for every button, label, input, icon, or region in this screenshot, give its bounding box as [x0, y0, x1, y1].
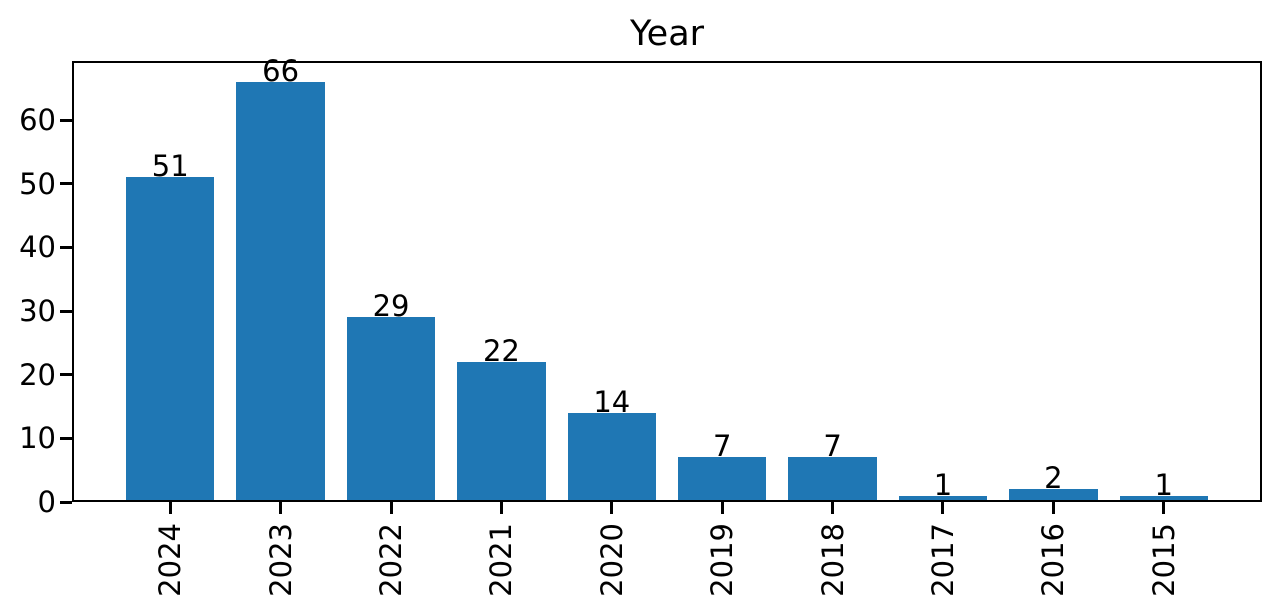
left-spine [72, 61, 74, 502]
chart-title: Year [629, 14, 705, 54]
bar-2024 [126, 177, 215, 502]
x-axis-tick [168, 502, 172, 514]
x-axis-tick [941, 502, 945, 514]
x-tick-label: 2022 [374, 523, 409, 597]
y-tick-label: 30 [19, 294, 56, 329]
bar-2020 [567, 412, 656, 502]
bar-2015 [1119, 495, 1208, 502]
x-tick-label: 2018 [815, 523, 850, 597]
bar-value-label: 66 [262, 54, 300, 88]
y-axis-tick [60, 182, 72, 186]
bar-2021 [457, 362, 546, 502]
y-tick-label: 0 [37, 485, 56, 519]
bar-2023 [236, 82, 325, 502]
bar-value-label: 1 [1154, 467, 1173, 502]
x-axis-tick [279, 502, 283, 514]
x-tick-label: 2019 [705, 523, 740, 597]
y-tick-label: 40 [19, 230, 56, 265]
y-tick-label: 50 [19, 166, 56, 201]
x-tick-label: 2021 [484, 523, 519, 597]
bar-value-label: 22 [482, 334, 520, 368]
plot-area: 51 2024 66 2023 29 2022 22 2021 14 2020 7 2019 7 2018… [19, 54, 1262, 597]
x-axis-tick [610, 502, 614, 514]
y-axis-tick [60, 245, 72, 249]
right-spine [1260, 61, 1262, 502]
y-axis-tick [60, 309, 72, 313]
y-axis-tick [60, 118, 72, 122]
x-axis-tick [831, 502, 835, 514]
bar-value-label: 1 [933, 467, 953, 502]
x-axis-tick [1162, 502, 1166, 514]
bar-value-label: 29 [372, 289, 410, 324]
y-axis-tick [60, 436, 72, 440]
bar-value-label: 51 [151, 149, 189, 184]
x-axis-tick [499, 502, 503, 514]
y-axis-tick [60, 373, 72, 377]
x-tick-label: 2016 [1036, 523, 1071, 597]
bar-2019 [678, 457, 767, 502]
x-tick-label: 2024 [153, 523, 188, 597]
y-tick-label: 10 [19, 421, 56, 456]
x-tick-label: 2017 [925, 523, 960, 597]
y-tick-label: 60 [19, 103, 56, 138]
y-axis-tick [60, 500, 72, 504]
top-spine [72, 61, 1262, 63]
x-tick-label: 2020 [594, 523, 629, 597]
bar-value-label: 7 [823, 429, 842, 464]
bar-value-label: 14 [593, 384, 631, 419]
x-tick-label: 2023 [263, 523, 298, 597]
bar-value-label: 2 [1044, 461, 1063, 496]
bar-2016 [1009, 489, 1098, 502]
x-tick-label: 2015 [1146, 523, 1181, 597]
bar-2018 [788, 457, 877, 502]
bar-2017 [898, 495, 988, 502]
x-axis-tick [1051, 502, 1055, 514]
bar-2022 [346, 317, 436, 502]
x-axis-tick [389, 502, 393, 514]
y-tick-label: 20 [19, 357, 56, 392]
x-axis-spine [72, 500, 1262, 502]
bar-value-label: 7 [712, 429, 732, 464]
x-axis-tick [720, 502, 724, 514]
